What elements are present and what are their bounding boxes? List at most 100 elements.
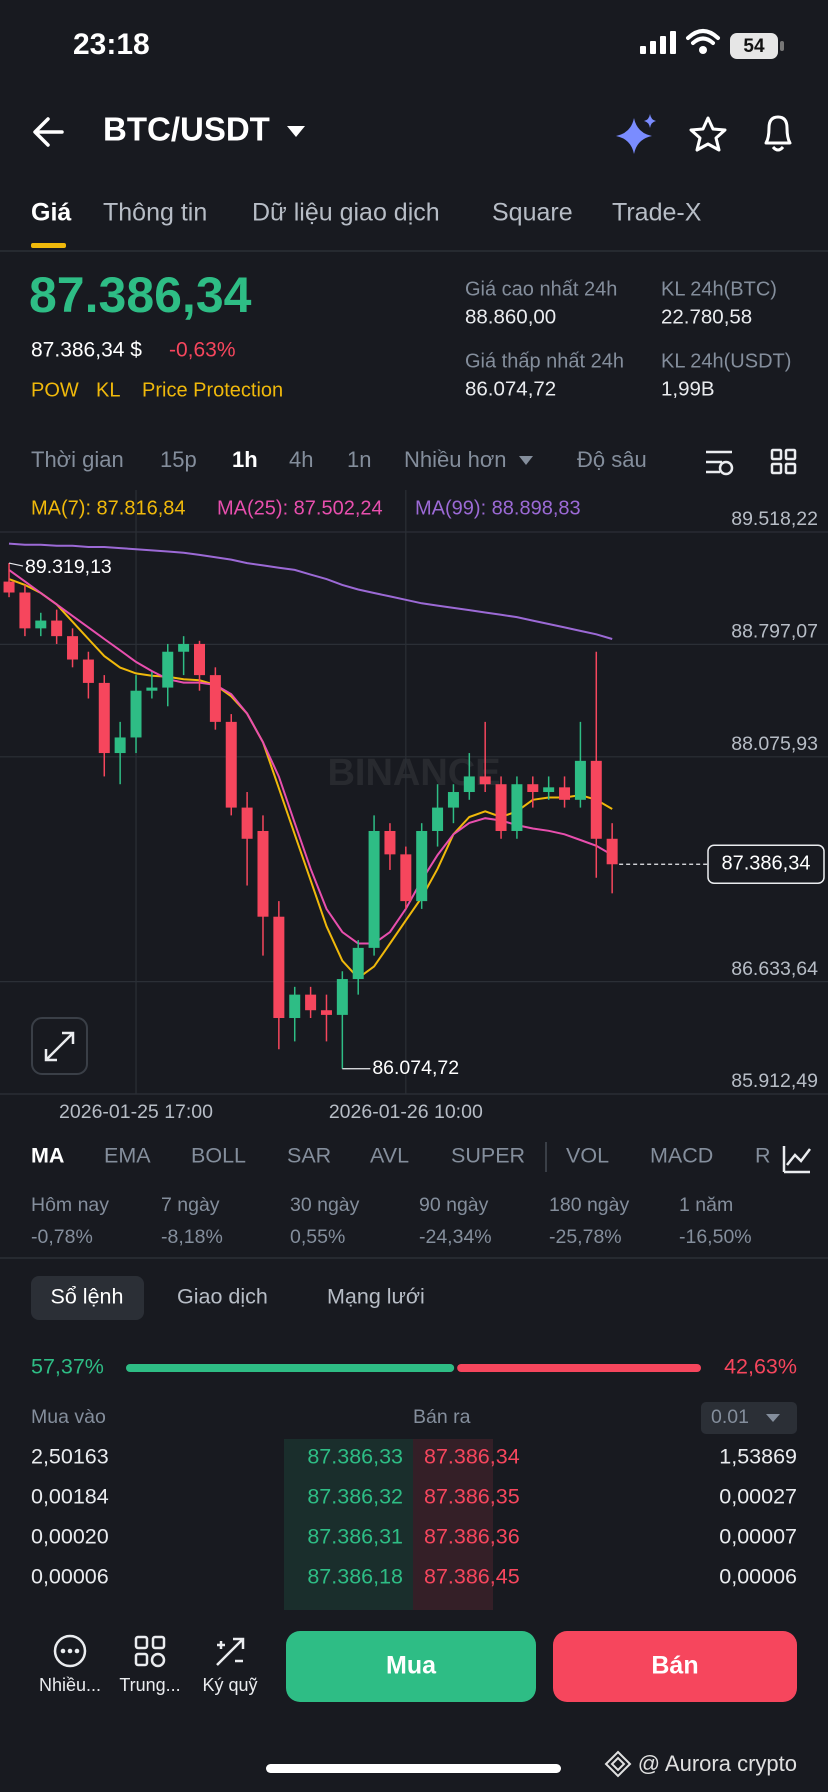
candle-body (479, 776, 491, 785)
candle-body (178, 643, 190, 652)
indicator[interactable]: MACD (650, 1144, 713, 1168)
orderbook-tab[interactable]: Giao dịch (177, 1285, 268, 1309)
bid-price: 87.386,18 (307, 1565, 403, 1589)
tab[interactable]: Trade-X (612, 199, 702, 227)
buy-label[interactable]: Mua (386, 1652, 437, 1680)
tab-indicator (31, 243, 66, 248)
y-tick-label: 85.912,49 (731, 1070, 818, 1092)
ai-button[interactable] (616, 114, 656, 154)
candle-body (146, 687, 158, 691)
fiat-price: 87.386,34 $ (31, 339, 142, 362)
indicator[interactable]: BOLL (191, 1144, 246, 1168)
tab[interactable]: Dữ liệu giao dịch (252, 199, 440, 227)
more-dropdown[interactable] (519, 456, 533, 465)
nav-label[interactable]: Ký quỹ (202, 1675, 257, 1695)
ask-qty: 0,00007 (719, 1525, 797, 1549)
candle-body (305, 994, 317, 1011)
alert-button[interactable] (764, 115, 792, 152)
candle-body (463, 776, 475, 793)
x-tick-label: 2026-01-25 17:00 (59, 1101, 213, 1123)
period-label: 1 năm (679, 1194, 733, 1216)
pair-title[interactable]: BTC/USDT (103, 111, 270, 148)
buy-ratio-label: 57,37% (31, 1355, 104, 1379)
interval[interactable]: 1n (347, 447, 371, 472)
interval[interactable]: Nhiều hơn (404, 447, 507, 472)
period-label: Hôm nay (31, 1194, 109, 1216)
stat-label: Giá cao nhất 24h (465, 278, 617, 300)
layout-button[interactable] (770, 448, 797, 475)
bid-depth (284, 1439, 413, 1610)
bid-price: 87.386,32 (307, 1485, 403, 1509)
interval[interactable]: Thời gian (31, 447, 124, 472)
home-indicator (266, 1764, 561, 1773)
indicator[interactable]: MA (31, 1144, 64, 1168)
period-label: 7 ngày (161, 1194, 220, 1216)
candle-body (511, 784, 523, 831)
back-button[interactable] (33, 117, 64, 147)
tab[interactable]: Square (492, 199, 573, 227)
precision-select[interactable] (701, 1402, 797, 1434)
y-tick-label: 86.633,64 (731, 958, 818, 980)
ask-qty: 0,00006 (719, 1565, 797, 1589)
interval[interactable]: 15p (160, 447, 197, 472)
bid-qty: 0,00184 (31, 1485, 109, 1509)
orderbook-tab[interactable]: Sổ lệnh (51, 1285, 124, 1309)
bid-header: Mua vào (31, 1406, 106, 1428)
x-tick-label: 2026-01-26 10:00 (329, 1101, 483, 1123)
tab[interactable]: Giá (31, 199, 71, 227)
ma-legend: MA(7): 87.816,84 (31, 497, 186, 519)
price-tag[interactable]: POW (31, 379, 79, 401)
candle-body (606, 838, 618, 865)
price-tag[interactable]: Price Protection (142, 379, 283, 401)
indicator-settings-button[interactable] (782, 1146, 811, 1174)
orderbook-tab[interactable]: Mạng lưới (327, 1285, 425, 1309)
interval[interactable]: Độ sâu (577, 447, 647, 472)
favorite-button[interactable] (689, 116, 727, 152)
candle-body (194, 643, 206, 676)
orderbook-tab-active[interactable] (31, 1276, 144, 1320)
interval[interactable]: 4h (289, 447, 313, 472)
stat-value: 22.780,58 (661, 305, 752, 328)
indicator[interactable]: VOL (566, 1144, 609, 1168)
candle-body (368, 830, 380, 948)
buy-button[interactable] (286, 1631, 536, 1702)
buy-ratio-bar (126, 1364, 455, 1372)
indicator[interactable]: SUPER (451, 1144, 525, 1168)
candle-body (162, 651, 174, 688)
candle-body (98, 682, 110, 754)
period-change: -25,78% (549, 1226, 622, 1248)
tab[interactable]: Thông tin (103, 199, 207, 227)
precision-value[interactable]: 0.01 (711, 1406, 749, 1428)
pair-dropdown[interactable] (287, 126, 305, 137)
interval[interactable]: 1h (232, 447, 258, 472)
stat-label: KL 24h(BTC) (661, 278, 777, 300)
sell-label[interactable]: Bán (651, 1652, 698, 1680)
candle-body (543, 787, 555, 793)
sell-button[interactable] (553, 1631, 797, 1702)
candle-body (416, 830, 428, 902)
wifi-dot (699, 46, 707, 54)
expand-icon (44, 1031, 75, 1062)
candle-body (241, 807, 253, 839)
indicator[interactable]: EMA (104, 1144, 151, 1168)
nav-label[interactable]: Nhiều... (39, 1675, 101, 1695)
candle-body (273, 916, 285, 1019)
indicator[interactable]: SAR (287, 1144, 331, 1168)
candle-body (336, 979, 348, 1015)
candle-body (289, 994, 301, 1019)
price-tag[interactable]: KL (96, 379, 120, 401)
indicator[interactable]: AVL (370, 1144, 409, 1168)
stat-value: 88.860,00 (465, 305, 556, 328)
ma-legend: MA(99): 88.898,83 (415, 497, 581, 519)
candle-body (19, 592, 31, 629)
nav-label[interactable]: Trung... (119, 1675, 180, 1695)
low-label: 86.074,72 (372, 1057, 459, 1079)
ask-qty: 0,00027 (719, 1485, 797, 1509)
chart-settings-button[interactable] (706, 450, 734, 476)
indicator[interactable]: R (755, 1144, 771, 1168)
ask-qty: 1,53869 (719, 1445, 797, 1469)
precision-arrow (766, 1414, 780, 1422)
period-label: 180 ngày (549, 1194, 629, 1216)
candle-body (447, 792, 459, 808)
